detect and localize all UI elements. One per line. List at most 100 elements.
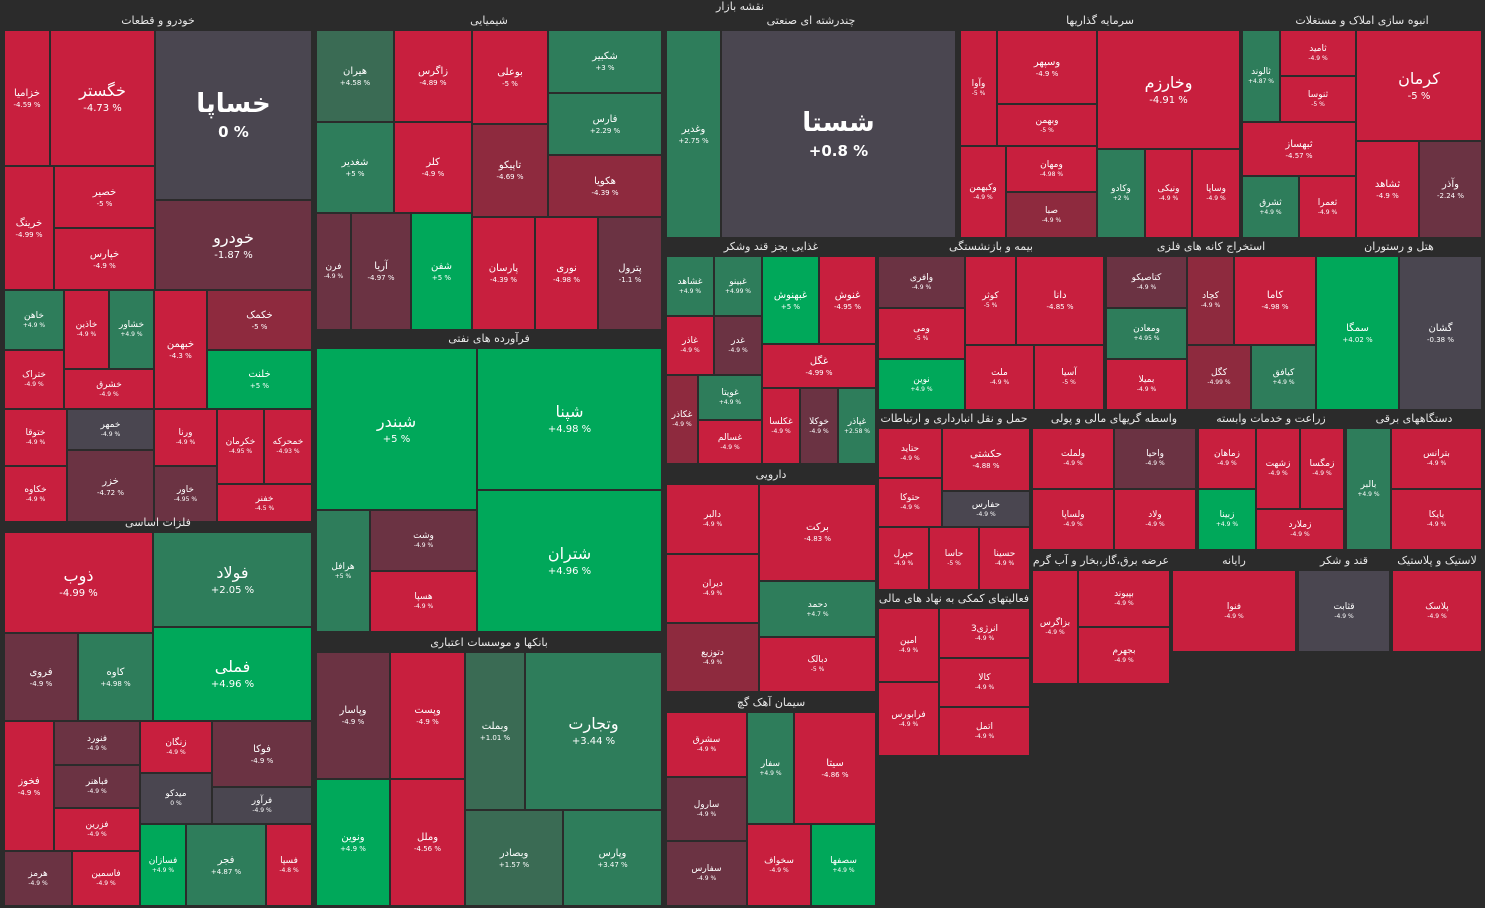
- stock-tile[interactable]: هکویا -4.39 %: [548, 155, 662, 217]
- stock-tile[interactable]: سصفها +4.9 %: [811, 824, 876, 906]
- stock-tile[interactable]: ولساپا -4.9 %: [1032, 489, 1114, 550]
- stock-tile[interactable]: کاما -4.98 %: [1234, 256, 1316, 345]
- stock-tile[interactable]: غگل -4.99 %: [762, 344, 876, 388]
- stock-tile[interactable]: فرن -4.9 %: [316, 213, 351, 330]
- stock-tile[interactable]: وساپا -4.9 %: [1192, 149, 1240, 238]
- stock-tile[interactable]: بترانس -4.9 %: [1391, 428, 1482, 489]
- stock-tile[interactable]: حتوكا -4.9 %: [878, 478, 942, 527]
- stock-tile[interactable]: هسپا -4.9 %: [370, 571, 477, 632]
- stock-tile[interactable]: سمگا +4.02 %: [1316, 256, 1399, 410]
- stock-tile[interactable]: غکاذر -4.9 %: [666, 375, 698, 464]
- stock-tile[interactable]: فزرین -4.9 %: [54, 808, 140, 851]
- stock-tile[interactable]: خگستر -4.73 %: [50, 30, 155, 166]
- stock-tile[interactable]: زملارد -4.9 %: [1256, 509, 1344, 550]
- stock-tile[interactable]: گشان -0.38 %: [1399, 256, 1482, 410]
- stock-tile[interactable]: پلاسک -4.9 %: [1392, 570, 1482, 652]
- stock-tile[interactable]: امین -4.9 %: [878, 608, 939, 682]
- stock-tile[interactable]: فرابورس -4.9 %: [878, 682, 939, 756]
- stock-tile[interactable]: فنورد -4.9 %: [54, 721, 140, 765]
- stock-tile[interactable]: وپست -4.9 %: [390, 652, 465, 779]
- stock-tile[interactable]: ورنا -4.9 %: [154, 409, 217, 466]
- stock-tile[interactable]: دانا -4.85 %: [1016, 256, 1104, 345]
- stock-tile[interactable]: ولملت -4.9 %: [1032, 428, 1114, 489]
- stock-tile[interactable]: خبهمن -4.3 %: [154, 290, 207, 409]
- stock-tile[interactable]: غاذر -4.9 %: [666, 316, 714, 375]
- stock-tile[interactable]: خکمک -5 %: [207, 290, 312, 350]
- stock-tile[interactable]: ثعمرا -4.9 %: [1299, 176, 1356, 238]
- stock-tile[interactable]: فسپا -4.8 %: [266, 824, 312, 906]
- stock-tile[interactable]: آریا -4.97 %: [351, 213, 411, 330]
- stock-tile[interactable]: غپاذر +2.58 %: [838, 388, 876, 464]
- stock-tile[interactable]: وسپهر -4.9 %: [997, 30, 1097, 104]
- stock-tile[interactable]: وآذر -2.24 %: [1419, 141, 1482, 238]
- stock-tile[interactable]: دتوزیع -4.9 %: [666, 623, 759, 692]
- stock-tile[interactable]: ومعادن +4.95 %: [1106, 308, 1187, 359]
- stock-tile[interactable]: وپاسار -4.9 %: [316, 652, 390, 779]
- stock-tile[interactable]: ملت -4.9 %: [965, 345, 1034, 410]
- stock-tile[interactable]: ختوقا -4.9 %: [4, 409, 67, 466]
- stock-tile[interactable]: سفارس -4.9 %: [666, 841, 747, 906]
- stock-tile[interactable]: خزامیا -4.59 %: [4, 30, 50, 166]
- stock-tile[interactable]: بالبر +4.9 %: [1346, 428, 1391, 550]
- stock-tile[interactable]: فارس +2.29 %: [548, 93, 662, 155]
- stock-tile[interactable]: حاسا -5 %: [929, 527, 979, 590]
- stock-tile[interactable]: خشاور +4.9 %: [109, 290, 154, 369]
- stock-tile[interactable]: زبینا +4.9 %: [1198, 489, 1256, 550]
- stock-tile[interactable]: شپنا +4.98 %: [477, 348, 662, 490]
- stock-tile[interactable]: وپارس +3.47 %: [563, 810, 662, 906]
- stock-tile[interactable]: خرینگ -4.99 %: [4, 166, 54, 290]
- stock-tile[interactable]: خفنر -4.5 %: [217, 484, 312, 522]
- stock-tile[interactable]: فملی +4.96 %: [153, 627, 312, 721]
- stock-tile[interactable]: غنوش -4.95 %: [819, 256, 876, 344]
- stock-tile[interactable]: خساپا 0 %: [155, 30, 312, 200]
- stock-tile[interactable]: شتران +4.96 %: [477, 490, 662, 632]
- stock-tile[interactable]: بجهرم -4.9 %: [1078, 627, 1170, 684]
- stock-tile[interactable]: واحیا -4.9 %: [1114, 428, 1196, 489]
- stock-tile[interactable]: کالا -4.9 %: [939, 658, 1030, 707]
- stock-tile[interactable]: غویتا +4.9 %: [698, 375, 762, 420]
- stock-tile[interactable]: خمهر -4.9 %: [67, 409, 154, 450]
- stock-tile[interactable]: زاگرس -4.89 %: [394, 30, 472, 122]
- stock-tile[interactable]: کتاصیکو -4.9 %: [1106, 256, 1187, 308]
- stock-tile[interactable]: غدر -4.9 %: [714, 316, 762, 375]
- stock-tile[interactable]: خصیر -5 %: [54, 166, 155, 228]
- stock-tile[interactable]: حکشتی -4.88 %: [942, 428, 1030, 491]
- stock-tile[interactable]: دبالک -5 %: [759, 637, 876, 692]
- stock-tile[interactable]: بایکا -4.9 %: [1391, 489, 1482, 550]
- stock-tile[interactable]: نوری -4.98 %: [535, 217, 598, 330]
- stock-tile[interactable]: زمگسا -4.9 %: [1300, 428, 1344, 509]
- stock-tile[interactable]: وتجارت +3.44 %: [525, 652, 662, 810]
- stock-tile[interactable]: دالبر -4.9 %: [666, 484, 759, 554]
- stock-tile[interactable]: فخوز -4.9 %: [4, 721, 54, 851]
- stock-tile[interactable]: خوکلا -4.9 %: [800, 388, 838, 464]
- stock-tile[interactable]: انرژی3 -4.9 %: [939, 608, 1030, 658]
- stock-tile[interactable]: دیران -4.9 %: [666, 554, 759, 623]
- stock-tile[interactable]: وبملت +1.01 %: [465, 652, 525, 810]
- stock-tile[interactable]: خکاوه -4.9 %: [4, 466, 67, 522]
- stock-tile[interactable]: شکبیر +3 %: [548, 30, 662, 93]
- stock-tile[interactable]: خپارس -4.9 %: [54, 228, 155, 290]
- stock-tile[interactable]: غسالم -4.9 %: [698, 420, 762, 464]
- stock-tile[interactable]: غبینو +4.99 %: [714, 256, 762, 316]
- stock-tile[interactable]: ثامید -4.9 %: [1280, 30, 1356, 76]
- stock-tile[interactable]: سخواف -4.9 %: [747, 824, 811, 906]
- stock-tile[interactable]: ونیکی -4.9 %: [1145, 149, 1192, 238]
- stock-tile[interactable]: فسازان +4.9 %: [140, 824, 186, 906]
- stock-tile[interactable]: ثبهساز -4.57 %: [1242, 122, 1356, 176]
- stock-tile[interactable]: خودرو -1.87 %: [155, 200, 312, 290]
- stock-tile[interactable]: کچاد -4.9 %: [1187, 256, 1234, 345]
- stock-tile[interactable]: خشرق -4.9 %: [64, 369, 154, 409]
- stock-tile[interactable]: خاهن +4.9 %: [4, 290, 64, 350]
- stock-tile[interactable]: کگل -4.99 %: [1187, 345, 1251, 410]
- stock-tile[interactable]: ونوین +4.9 %: [316, 779, 390, 906]
- stock-tile[interactable]: هرافل +5 %: [316, 510, 370, 632]
- stock-tile[interactable]: سفار +4.9 %: [747, 712, 794, 824]
- stock-tile[interactable]: خاذین -4.9 %: [64, 290, 109, 369]
- stock-tile[interactable]: خزر -4.72 %: [67, 450, 154, 522]
- stock-tile[interactable]: فوکا -4.9 %: [212, 721, 312, 787]
- stock-tile[interactable]: اتمل -4.9 %: [939, 707, 1030, 756]
- stock-tile[interactable]: ومهان -4.98 %: [1006, 146, 1097, 192]
- stock-tile[interactable]: حتاید -4.9 %: [878, 428, 942, 478]
- stock-tile[interactable]: سیتا -4.86 %: [794, 712, 876, 824]
- stock-tile[interactable]: کیافق +4.9 %: [1251, 345, 1316, 410]
